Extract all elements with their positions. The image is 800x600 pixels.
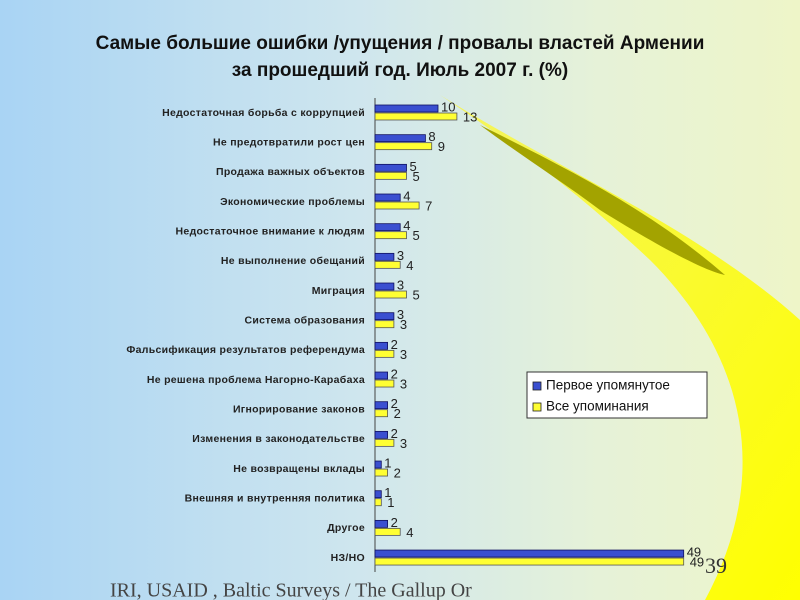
value-label: 3 bbox=[400, 347, 407, 362]
bar bbox=[374, 104, 439, 113]
bar bbox=[374, 371, 389, 380]
bar bbox=[374, 112, 458, 121]
value-label: 8 bbox=[428, 129, 435, 144]
value-label: 4 bbox=[406, 525, 413, 540]
chart-title: Самые большие ошибки /упущения / провалы… bbox=[95, 33, 705, 81]
value-label: 49 bbox=[687, 544, 701, 559]
swoosh-fold bbox=[480, 125, 725, 275]
legend-box bbox=[526, 371, 708, 419]
bar bbox=[374, 163, 407, 172]
value-label: 4 bbox=[403, 188, 410, 203]
bar bbox=[374, 341, 389, 350]
bar bbox=[374, 430, 389, 439]
category-label: НЗ/НО bbox=[331, 552, 365, 564]
bar bbox=[374, 401, 389, 410]
value-label: 5 bbox=[413, 287, 420, 302]
bar bbox=[374, 557, 685, 566]
value-label: 5 bbox=[413, 169, 420, 184]
value-label: 4 bbox=[406, 258, 413, 273]
category-label: Изменения в законодательстве bbox=[192, 433, 365, 445]
page-number: 39 bbox=[705, 553, 727, 578]
bar bbox=[374, 460, 382, 469]
legend-label: Первое упомянутое bbox=[546, 378, 670, 393]
category-label: Продажа важных объектов bbox=[216, 166, 365, 178]
bar bbox=[374, 260, 401, 269]
value-label: 1 bbox=[384, 485, 391, 500]
value-label: 3 bbox=[400, 376, 407, 391]
category-label: Экономические проблемы bbox=[220, 196, 365, 208]
bar bbox=[374, 490, 382, 499]
value-label: 49 bbox=[690, 554, 704, 569]
bar bbox=[374, 549, 685, 558]
bar bbox=[374, 409, 389, 418]
value-label: 3 bbox=[397, 248, 404, 263]
category-label: Внешняя и внутренняя политика bbox=[185, 492, 365, 504]
bar bbox=[374, 231, 407, 240]
bar bbox=[374, 312, 395, 321]
legend-swatch bbox=[532, 381, 542, 391]
bar bbox=[374, 379, 395, 388]
value-label: 4 bbox=[403, 218, 410, 233]
value-label: 1 bbox=[384, 455, 391, 470]
value-label: 2 bbox=[391, 366, 398, 381]
value-label: 7 bbox=[425, 198, 432, 213]
footer: IRI, USAID , Baltic Surveys / The Gallup… bbox=[110, 580, 472, 600]
value-label: 2 bbox=[394, 406, 401, 421]
bar bbox=[374, 223, 401, 232]
category-label: Игнорирование законов bbox=[233, 403, 365, 415]
value-label: 2 bbox=[391, 515, 398, 530]
category-label: Система образования bbox=[244, 314, 365, 326]
value-label: 3 bbox=[397, 277, 404, 292]
bar bbox=[374, 134, 426, 143]
value-label: 2 bbox=[391, 396, 398, 411]
value-label: 3 bbox=[400, 436, 407, 451]
bar bbox=[374, 201, 420, 210]
bar bbox=[374, 290, 407, 299]
value-label: 10 bbox=[441, 99, 455, 114]
category-label: Не выполнение обещаний bbox=[221, 255, 365, 267]
category-label: Не решена проблема Нагорно-Карабаха bbox=[147, 374, 365, 386]
legend-label: Все упоминания bbox=[546, 399, 649, 414]
category-label: Не предотвратили рост цен bbox=[213, 136, 365, 148]
bar bbox=[374, 349, 395, 358]
bar bbox=[374, 468, 389, 477]
bar bbox=[374, 438, 395, 447]
bar bbox=[374, 527, 401, 536]
value-label: 13 bbox=[463, 109, 477, 124]
value-label: 1 bbox=[387, 495, 394, 510]
bar bbox=[374, 320, 395, 329]
value-label: 3 bbox=[400, 317, 407, 332]
category-label: Не возвращены вклады bbox=[233, 463, 365, 475]
value-label: 5 bbox=[410, 159, 417, 174]
category-label: Недостаточная борьба с коррупцией bbox=[162, 107, 365, 119]
category-label: Другое bbox=[327, 522, 365, 534]
category-label: Недостаточное внимание к людям bbox=[176, 225, 365, 237]
value-label: 2 bbox=[391, 337, 398, 352]
bar bbox=[374, 252, 395, 261]
bar bbox=[374, 282, 395, 291]
bar bbox=[374, 519, 389, 528]
bar bbox=[374, 498, 382, 507]
value-label: 2 bbox=[391, 426, 398, 441]
value-label: 3 bbox=[397, 307, 404, 322]
swoosh bbox=[440, 95, 800, 600]
value-label: 5 bbox=[413, 228, 420, 243]
bar bbox=[374, 193, 401, 202]
category-label: Миграция bbox=[312, 285, 365, 297]
bar bbox=[374, 142, 433, 151]
legend-swatch bbox=[532, 402, 542, 412]
value-label: 9 bbox=[438, 139, 445, 154]
bar bbox=[374, 171, 407, 180]
value-label: 2 bbox=[394, 465, 401, 480]
category-label: Фальсификация результатов референдума bbox=[126, 344, 365, 356]
